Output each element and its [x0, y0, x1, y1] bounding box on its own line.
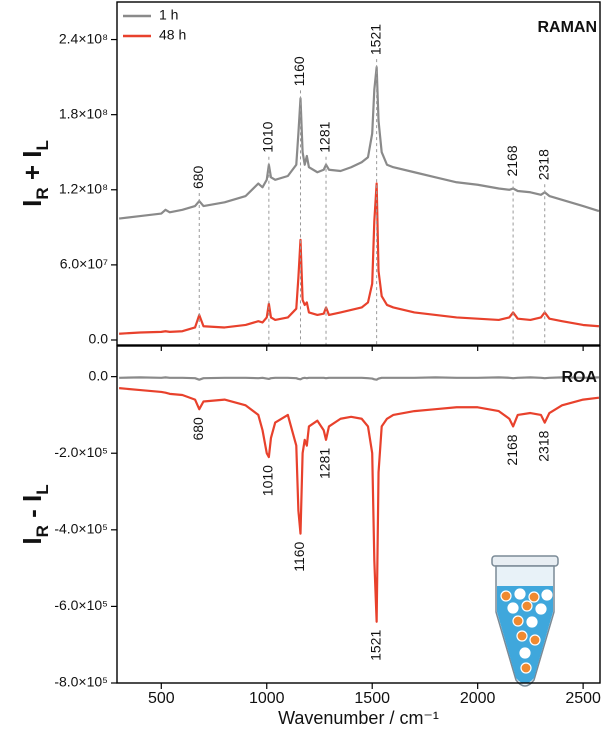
peak-label: 680 [190, 165, 206, 189]
peak-label: 1521 [367, 630, 383, 661]
peak-label: 680 [190, 417, 206, 441]
x-tick-label: 1500 [354, 690, 390, 707]
x-tick-label: 1000 [249, 690, 285, 707]
y-tick-label: 2.4×10⁸ [59, 30, 108, 46]
peak-label: 1521 [367, 24, 383, 55]
y-label-subscript: L [33, 484, 52, 494]
y-tick-label: -4.0×10⁵ [54, 521, 108, 537]
plot-frame [116, 345, 601, 684]
peak-label: 1010 [260, 465, 276, 496]
panel-label: ROA [561, 369, 597, 386]
legend-label: 48 h [159, 27, 186, 43]
y-tick-label: 6.0×10⁷ [60, 256, 108, 272]
y-tick-label: 0.0 [89, 367, 109, 383]
peak-label: 1281 [317, 448, 333, 479]
spectrum-line [118, 65, 600, 220]
y-tick-label: -2.0×10⁵ [54, 444, 108, 460]
x-tick-label: 2500 [565, 690, 601, 707]
spectrum-line [119, 182, 600, 335]
legend-label: 1 h [159, 7, 178, 23]
spectrum-line [119, 376, 599, 381]
y-tick-label: 1.8×10⁸ [59, 105, 108, 121]
y-label-part: I [17, 537, 47, 544]
tube-icon [491, 555, 559, 687]
panel-label: RAMAN [537, 19, 597, 36]
peak-label: 2318 [535, 149, 551, 180]
x-axis-label: Wavenumber / cm⁻¹ [278, 708, 439, 728]
peak-label: 2318 [535, 430, 551, 461]
y-tick-label: 0.0 [89, 331, 109, 347]
y-label-subscript: R [33, 525, 52, 537]
y-label-subscript: R [33, 187, 52, 199]
x-tick-label: 2000 [460, 690, 496, 707]
peak-label: 1281 [317, 121, 333, 152]
y-axis-label: IR - IL [17, 484, 52, 544]
x-tick-label: 500 [148, 690, 175, 707]
peak-label: 2168 [504, 145, 520, 176]
y-label-part: - I [17, 495, 47, 525]
plot-frame [116, 1, 601, 346]
y-label-part: I [17, 200, 47, 207]
peak-label: 1010 [260, 121, 276, 152]
y-tick-label: 1.2×10⁸ [59, 180, 108, 196]
y-tick-label: -8.0×10⁵ [54, 674, 108, 690]
y-tick-label: -6.0×10⁵ [54, 597, 108, 613]
peak-label: 2168 [504, 434, 520, 465]
spectrum-line [119, 387, 600, 623]
peak-label: 1160 [291, 56, 307, 86]
y-axis-label: IR + IL [17, 140, 52, 207]
y-label-subscript: L [33, 140, 52, 150]
peak-label: 1160 [291, 541, 307, 571]
y-label-part: + I [17, 151, 47, 188]
